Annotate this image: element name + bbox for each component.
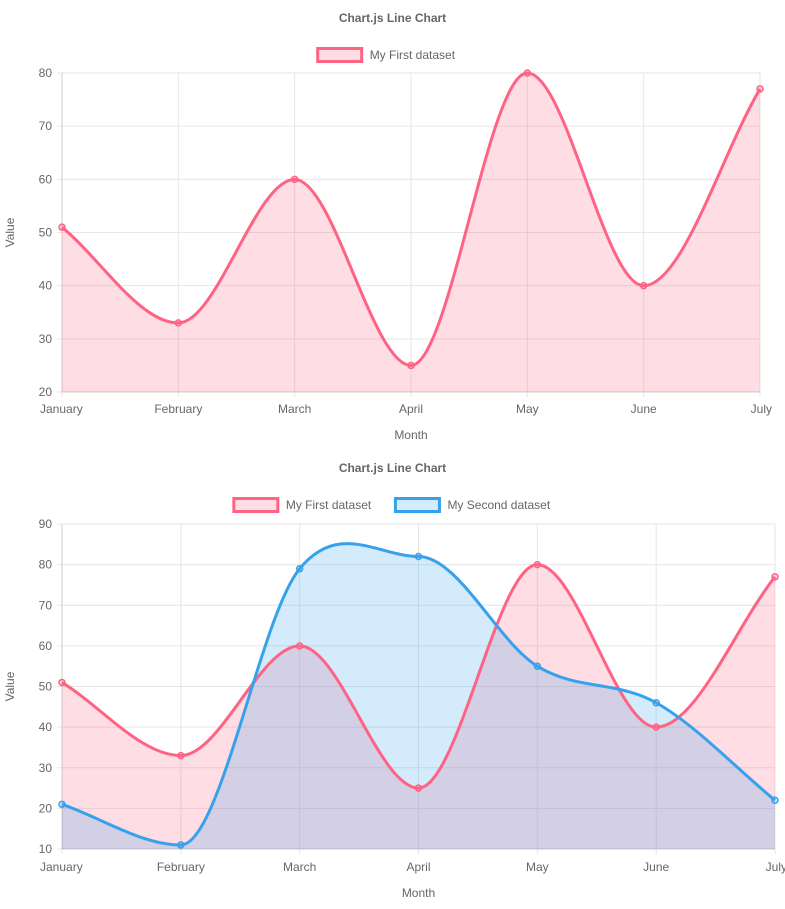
- chart-title: Chart.js Line Chart: [339, 461, 446, 475]
- legend-item[interactable]: My First dataset: [232, 497, 372, 513]
- data-point[interactable]: [652, 723, 660, 731]
- y-tick-label: 70: [39, 119, 53, 133]
- data-point[interactable]: [295, 564, 304, 573]
- y-tick-label: 50: [39, 226, 53, 240]
- legend-item[interactable]: My First dataset: [316, 47, 456, 63]
- data-point[interactable]: [58, 800, 66, 809]
- y-axis-title: Value: [3, 217, 17, 247]
- y-tick-label: 10: [39, 842, 53, 856]
- legend: My First dataset: [316, 47, 456, 63]
- data-point[interactable]: [771, 573, 779, 581]
- legend-swatch: [393, 497, 441, 513]
- x-tick-label: March: [283, 860, 316, 874]
- series-area: [62, 73, 760, 392]
- y-tick-label: 70: [39, 598, 53, 612]
- chart-1: Chart.js Line Chart My First dataset 20 30 4…: [0, 0, 785, 450]
- data-point[interactable]: [533, 662, 542, 670]
- y-tick-label: 30: [39, 332, 53, 346]
- x-axis-title: Month: [402, 886, 435, 900]
- data-point[interactable]: [177, 841, 185, 849]
- data-point[interactable]: [639, 281, 648, 290]
- data-point[interactable]: [414, 784, 423, 792]
- y-tick-label: 60: [39, 639, 53, 653]
- data-point[interactable]: [533, 560, 542, 569]
- y-tick-label: 20: [39, 801, 53, 815]
- x-tick-label: May: [516, 402, 539, 416]
- legend-label: My Second dataset: [447, 498, 550, 512]
- legend: My First dataset My Second dataset: [232, 497, 551, 513]
- y-tick-label: 60: [39, 172, 53, 186]
- y-tick-label: 90: [39, 517, 53, 531]
- x-tick-label: June: [631, 402, 657, 416]
- chart-title: Chart.js Line Chart: [339, 11, 446, 25]
- data-point[interactable]: [174, 319, 183, 327]
- legend-label: My First dataset: [286, 498, 372, 512]
- legend-item[interactable]: My Second dataset: [393, 497, 551, 513]
- data-point[interactable]: [771, 796, 779, 804]
- series-line: [61, 563, 777, 790]
- data-point[interactable]: [58, 678, 66, 687]
- legend-swatch: [316, 47, 364, 63]
- x-tick-label: April: [399, 402, 423, 416]
- x-tick-label: June: [643, 860, 669, 874]
- y-tick-label: 40: [39, 279, 53, 293]
- grid: [57, 72, 761, 397]
- data-point[interactable]: [652, 699, 660, 707]
- x-tick-label: April: [406, 860, 430, 874]
- legend-label: My First dataset: [370, 48, 456, 62]
- x-tick-label: January: [40, 402, 83, 416]
- chart-2-svg: Chart.js Line Chart My First dataset My Se…: [3, 461, 785, 900]
- chart-1-svg: Chart.js Line Chart My First dataset 20 30 4…: [3, 11, 772, 442]
- data-point[interactable]: [58, 223, 66, 231]
- x-tick-label: May: [526, 860, 549, 874]
- series-line: [61, 542, 776, 847]
- data-point[interactable]: [295, 642, 304, 650]
- data-point[interactable]: [756, 85, 764, 93]
- legend-swatch: [232, 497, 280, 513]
- series-area: [62, 564, 775, 849]
- y-tick-label: 50: [39, 680, 53, 694]
- data-point[interactable]: [290, 175, 299, 184]
- data-point[interactable]: [177, 751, 185, 760]
- series-area: [62, 543, 775, 849]
- x-tick-label: July: [751, 402, 772, 416]
- x-tick-label: March: [278, 402, 311, 416]
- data-point[interactable]: [414, 552, 423, 561]
- x-tick-label: July: [766, 860, 785, 874]
- y-tick-label: 80: [39, 66, 53, 80]
- x-axis-title: Month: [394, 428, 427, 442]
- y-axis-title: Value: [3, 671, 17, 701]
- x-tick-label: February: [154, 402, 202, 416]
- x-tick-label: February: [157, 860, 205, 874]
- series-line: [61, 71, 762, 367]
- y-tick-label: 40: [39, 720, 53, 734]
- data-point[interactable]: [523, 69, 532, 77]
- y-tick-label: 20: [39, 385, 53, 399]
- y-tick-label: 30: [39, 761, 53, 775]
- data-point[interactable]: [407, 361, 415, 370]
- y-tick-label: 80: [39, 558, 53, 572]
- chart-2: Chart.js Line Chart My First dataset My Se…: [0, 450, 785, 909]
- x-tick-label: January: [40, 860, 83, 874]
